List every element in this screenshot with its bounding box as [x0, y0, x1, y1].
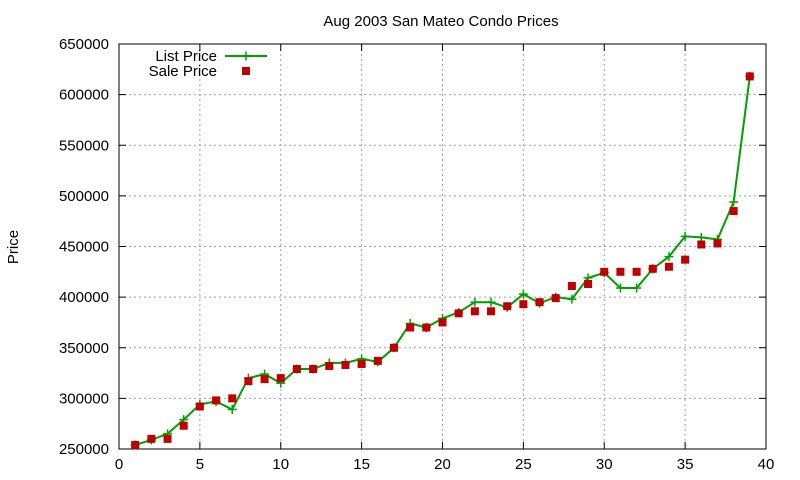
- legend-marker-sale-price: [242, 67, 250, 75]
- list-price-point: [632, 283, 642, 293]
- x-tick-label: 5: [196, 456, 204, 473]
- list-price-point: [615, 283, 625, 293]
- sale-price-point: [697, 240, 706, 249]
- list-price-point: [680, 231, 690, 241]
- y-tick-label: 300000: [59, 390, 109, 407]
- y-tick-label: 450000: [59, 239, 109, 256]
- legend-marker-list-price: [241, 51, 251, 61]
- sale-price-point: [519, 300, 528, 309]
- sale-price-point: [260, 375, 269, 384]
- x-tick-label: 25: [515, 456, 532, 473]
- sale-price-point: [406, 323, 415, 332]
- sale-price-point: [567, 281, 576, 290]
- x-tick-label: 35: [677, 456, 694, 473]
- legend-sample-list-price: [225, 51, 267, 61]
- x-tick-label: 10: [272, 456, 289, 473]
- sale-price-point: [163, 434, 172, 443]
- list-price-point: [227, 405, 237, 415]
- sale-price-point: [292, 365, 301, 374]
- legend-label-list-price: List Price: [155, 48, 217, 65]
- y-axis-label: Price: [5, 230, 22, 264]
- sale-price-point: [632, 267, 641, 276]
- sale-price-point: [422, 323, 431, 332]
- plot-frame: [118, 43, 767, 450]
- list-price-point: [664, 252, 674, 262]
- x-tick-label: 15: [353, 456, 370, 473]
- sale-price-point: [212, 396, 221, 405]
- sale-price-point: [535, 298, 544, 307]
- sale-price-point: [600, 267, 609, 276]
- list-price-point: [470, 297, 480, 307]
- chart-title: Aug 2003 San Mateo Condo Prices: [323, 13, 558, 30]
- sale-price-point: [648, 264, 657, 273]
- sale-price-point: [357, 359, 366, 368]
- sale-price-point: [664, 262, 673, 271]
- sale-price-point: [745, 72, 754, 81]
- y-tick-label: 500000: [59, 188, 109, 205]
- sale-price-point: [228, 394, 237, 403]
- y-tick-label: 350000: [59, 340, 109, 357]
- list-price-point: [518, 289, 528, 299]
- list-price-point: [486, 297, 496, 307]
- sale-price-point: [681, 255, 690, 264]
- sale-price-point: [244, 377, 253, 386]
- y-tick-label: 650000: [59, 36, 109, 53]
- sale-price-point: [470, 307, 479, 316]
- sale-price-point: [147, 434, 156, 443]
- sale-price-point: [131, 440, 140, 449]
- legend-sample-sale-price: [242, 67, 250, 75]
- sale-price-point: [195, 402, 204, 411]
- y-tick-label: 600000: [59, 87, 109, 104]
- x-tick-label: 20: [434, 456, 451, 473]
- list-price-point: [729, 197, 739, 207]
- sale-price-point: [309, 365, 318, 374]
- sale-price-point: [584, 279, 593, 288]
- list-price-point: [696, 232, 706, 242]
- series-sale-price: [131, 72, 754, 449]
- sale-price-point: [276, 374, 285, 383]
- sale-price-point: [438, 318, 447, 327]
- sale-price-point: [179, 421, 188, 430]
- legend: List Price Sale Price: [149, 48, 267, 80]
- sale-price-point: [729, 207, 738, 216]
- sale-price-point: [713, 239, 722, 248]
- axes: 250000 300000 350000 400000 450000 500000 5500…: [59, 36, 774, 473]
- sale-price-point: [341, 360, 350, 369]
- x-tick-label: 30: [596, 456, 613, 473]
- y-tick-label: 400000: [59, 289, 109, 306]
- y-tick-label: 250000: [59, 441, 109, 458]
- sale-price-point: [616, 267, 625, 276]
- legend-label-sale-price: Sale Price: [149, 63, 217, 80]
- list-price-point: [567, 294, 577, 304]
- sale-price-point: [373, 356, 382, 365]
- sale-price-point: [487, 307, 496, 316]
- sale-price-point: [551, 294, 560, 303]
- x-tick-label: 0: [115, 456, 123, 473]
- sale-price-point: [454, 309, 463, 318]
- y-tick-label: 550000: [59, 137, 109, 154]
- sale-price-point: [325, 361, 334, 370]
- sale-price-point: [503, 302, 512, 311]
- sale-price-point: [389, 343, 398, 352]
- x-tick-label: 40: [758, 456, 775, 473]
- grid-lines: [119, 44, 766, 449]
